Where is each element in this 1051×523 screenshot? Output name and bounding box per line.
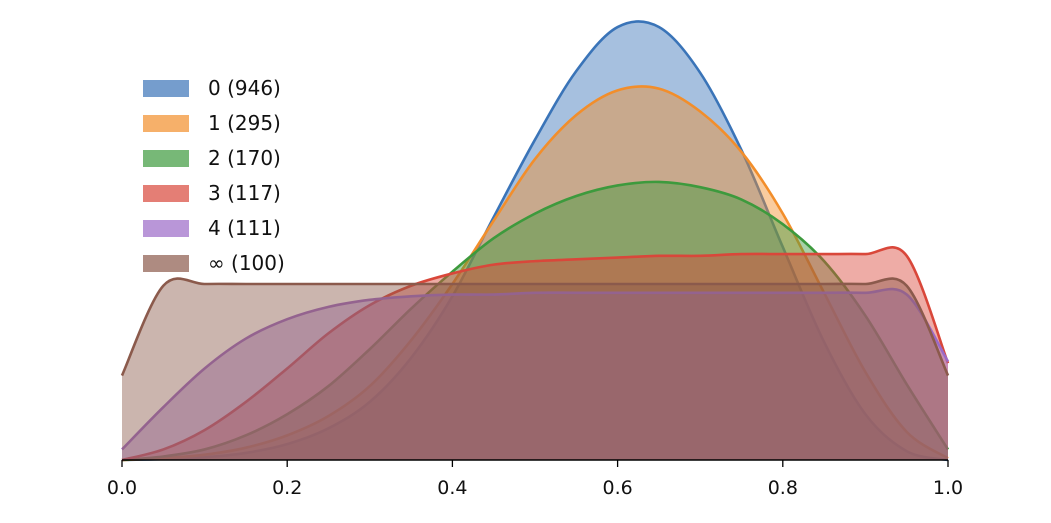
series-line-3 — [121, 246, 950, 462]
x-tick-label-0: 0.0 — [107, 477, 137, 499]
legend-label-5: ∞ (100) — [208, 251, 285, 275]
series-5 — [120, 277, 950, 460]
series-3 — [121, 246, 950, 462]
legend-label-2: 2 (170) — [208, 146, 281, 170]
legend-label-0: 0 (946) — [208, 76, 281, 100]
series-4 — [121, 287, 950, 460]
legend-label-3: 3 (117) — [208, 181, 281, 205]
series-0 — [121, 20, 949, 462]
legend-swatch-2 — [143, 150, 189, 167]
series-area-1 — [122, 86, 948, 460]
legend-swatch-0 — [143, 80, 189, 97]
legend-item-5: ∞ (100) — [143, 251, 285, 275]
x-tick-label-4: 0.8 — [768, 477, 798, 499]
legend-label-1: 1 (295) — [208, 111, 281, 135]
legend-item-4: 4 (111) — [143, 216, 281, 240]
x-tick-label-1: 0.2 — [272, 477, 302, 499]
series-line-0 — [121, 20, 949, 462]
legend-item-2: 2 (170) — [143, 146, 281, 170]
legend-item-3: 3 (117) — [143, 181, 281, 205]
plot-area — [120, 20, 950, 462]
legend-swatch-1 — [143, 115, 189, 132]
series-line-5 — [120, 277, 950, 377]
legend-item-1: 1 (295) — [143, 111, 281, 135]
series-area-4 — [122, 289, 948, 460]
x-tick-label-5: 1.0 — [933, 477, 963, 499]
legend-swatch-5 — [143, 255, 189, 272]
series-line-2 — [121, 180, 950, 462]
series-line-4 — [121, 287, 950, 451]
series-1 — [121, 85, 949, 462]
x-tick-label-2: 0.4 — [437, 477, 467, 499]
legend-swatch-3 — [143, 185, 189, 202]
series-line-1 — [121, 85, 949, 462]
legend-item-0: 0 (946) — [143, 76, 281, 100]
series-area-0 — [122, 21, 948, 460]
series-area-3 — [122, 247, 948, 460]
series-2 — [121, 180, 950, 462]
series-area-2 — [122, 181, 948, 460]
legend-label-4: 4 (111) — [208, 216, 281, 240]
x-axis: 0.0 0.2 0.4 0.6 0.8 1.0 — [107, 459, 963, 499]
x-tick-label-3: 0.6 — [602, 477, 632, 499]
series-area-5 — [122, 278, 948, 460]
legend-swatch-4 — [143, 220, 189, 237]
legend: 0 (946) 1 (295) 2 (170) 3 (117) 4 (111) ∞ (10… — [143, 76, 285, 275]
